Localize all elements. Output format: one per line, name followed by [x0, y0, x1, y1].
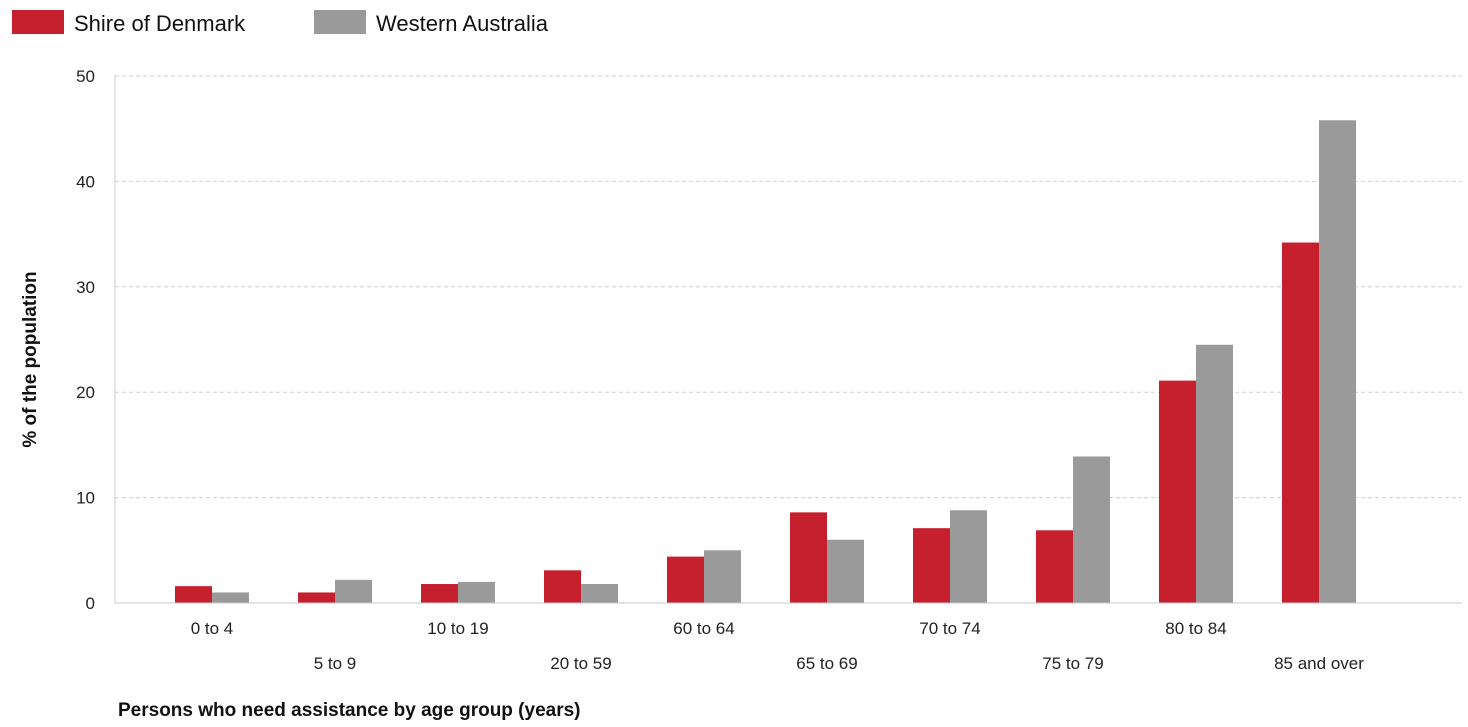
- x-tick-label: 75 to 79: [1042, 654, 1103, 673]
- y-tick-label: 20: [76, 383, 95, 402]
- legend-label-1: Shire of Denmark: [74, 11, 246, 36]
- bar-wa-7: [950, 510, 987, 603]
- bar-denmark-7: [913, 528, 950, 603]
- y-axis-ticks: 0 10 20 30 40 50: [76, 67, 95, 613]
- bar-wa-10: [1319, 120, 1356, 603]
- y-tick-label: 40: [76, 172, 95, 191]
- bar-wa-5: [704, 550, 741, 603]
- bar-denmark-6: [790, 512, 827, 603]
- bar-denmark-8: [1036, 530, 1073, 603]
- bar-denmark-2: [298, 592, 335, 603]
- x-tick-label: 5 to 9: [314, 654, 357, 673]
- gridlines: [115, 75, 1462, 499]
- bar-denmark-5: [667, 556, 704, 603]
- y-tick-label: 0: [86, 594, 95, 613]
- x-axis-ticks: 0 to 4 5 to 9 10 to 19 20 to 59 60 to 64 65 t…: [191, 619, 1365, 673]
- x-tick-label: 0 to 4: [191, 619, 234, 638]
- bar-wa-6: [827, 539, 864, 603]
- legend-swatch-2: [314, 10, 366, 34]
- bars: [175, 120, 1356, 604]
- legend-label-2: Western Australia: [376, 11, 549, 36]
- bar-wa-9: [1196, 344, 1233, 603]
- x-tick-label: 60 to 64: [673, 619, 734, 638]
- legend-swatch-1: [12, 10, 64, 34]
- bar-denmark-4: [544, 570, 581, 603]
- x-axis-title: Persons who need assistance by age group…: [118, 700, 581, 721]
- bar-denmark-3: [421, 584, 458, 603]
- x-tick-label: 80 to 84: [1165, 619, 1226, 638]
- x-tick-label: 65 to 69: [796, 654, 857, 673]
- bar-denmark-9: [1159, 380, 1196, 603]
- bar-wa-8: [1073, 456, 1110, 603]
- y-tick-label: 50: [76, 67, 95, 86]
- bar-wa-2: [335, 579, 372, 603]
- bar-wa-4: [581, 584, 618, 603]
- bar-wa-1: [212, 592, 249, 603]
- bar-denmark-10: [1282, 242, 1319, 604]
- x-tick-label: 20 to 59: [550, 654, 611, 673]
- x-tick-label: 10 to 19: [427, 619, 488, 638]
- bar-wa-3: [458, 581, 495, 603]
- y-tick-label: 10: [76, 489, 95, 508]
- bar-denmark-1: [175, 586, 212, 603]
- legend: Shire of Denmark Western Australia: [12, 10, 549, 36]
- x-tick-label: 85 and over: [1274, 654, 1364, 673]
- y-axis-title: % of the population: [20, 271, 41, 447]
- x-tick-label: 70 to 74: [919, 619, 980, 638]
- y-tick-label: 30: [76, 278, 95, 297]
